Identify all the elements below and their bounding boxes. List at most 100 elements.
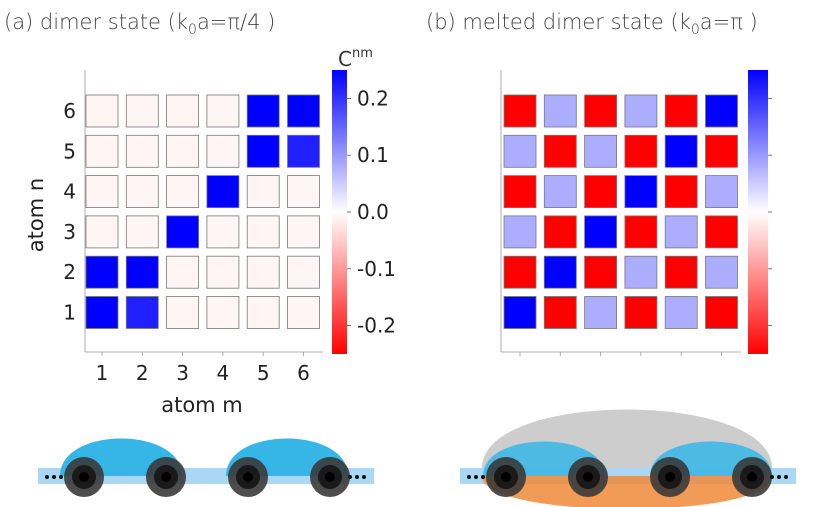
atom-nucleus — [501, 472, 511, 482]
heatmap-cell-n4-m2 — [543, 175, 577, 209]
panel-b-title: (b) melted dimer state (k0a=π ) — [426, 10, 758, 38]
heatmap-cell-n6-m1 — [85, 94, 119, 128]
heatmap-cell-n3-m1 — [85, 215, 119, 249]
heatmap-a-ylabel: atom n — [24, 178, 48, 252]
heatmap-cell-n5-m4 — [206, 134, 240, 168]
colorbar-tick-label: 0.2 — [357, 86, 389, 110]
heatmap-cell-n5-m1 — [85, 134, 119, 168]
chain-dot — [362, 475, 366, 479]
heatmap-cell-n3-m5 — [246, 215, 280, 249]
heatmap-cell-n6-m5 — [664, 94, 698, 128]
heatmap-cell-n2-m5 — [246, 255, 280, 289]
atom-nucleus — [747, 472, 757, 482]
heatmap-cell-n1-m5 — [246, 296, 280, 329]
chain-dot — [355, 475, 359, 479]
x-tick-label: 6 — [297, 361, 310, 385]
y-tick-label: 4 — [63, 180, 76, 204]
heatmap-cell-n5-m5 — [246, 134, 280, 168]
heatmap-cell-n6-m3 — [584, 94, 617, 128]
colorbar-tick-label: 0.1 — [357, 143, 389, 167]
colorbar-b-ticks — [768, 98, 772, 327]
atom-nucleus — [665, 472, 675, 482]
heatmap-cell-n2-m3 — [166, 255, 200, 289]
colorbar-a-ticks: 0.2 0.1 0.0 -0.1 -0.2 — [347, 86, 396, 338]
heatmap-cell-n1-m4 — [206, 296, 240, 329]
heatmap-cell-n4-m2 — [125, 175, 159, 209]
x-tick-label: 1 — [96, 361, 109, 385]
heatmap-cell-n5-m6 — [705, 134, 738, 168]
atom-nucleus — [325, 472, 335, 482]
heatmap-a-yticks: 1 2 3 4 5 6 — [63, 99, 76, 325]
heatmap-cell-n6-m3 — [166, 94, 200, 128]
heatmap-cell-n3-m3 — [166, 215, 200, 249]
heatmap-b-axes — [500, 70, 741, 353]
heatmap-cell-n2-m6 — [705, 255, 738, 289]
dimer-chain-a — [38, 438, 374, 497]
heatmap-cell-n5-m3 — [166, 134, 200, 168]
heatmap-cell-n1-m2 — [125, 296, 159, 329]
heatmap-cell-n5-m5 — [664, 134, 698, 168]
heatmap-cell-n2-m4 — [624, 255, 658, 289]
chain-dot — [348, 475, 352, 479]
heatmap-cell-n1-m4 — [624, 296, 658, 329]
heatmap-cell-n2-m6 — [287, 255, 320, 289]
y-tick-label: 5 — [63, 139, 76, 163]
atom-nucleus — [79, 472, 89, 482]
heatmap-cell-n1-m5 — [664, 296, 698, 329]
chain-dot — [59, 475, 63, 479]
chain-dot — [481, 475, 485, 479]
heatmap-cell-n5-m3 — [584, 134, 617, 168]
atoms-b — [486, 457, 772, 497]
heatmap-cell-n2-m1 — [85, 255, 119, 289]
heatmap-cell-n5-m1 — [503, 134, 537, 168]
chain-dots-b — [467, 475, 788, 479]
heatmap-cell-n3-m5 — [664, 215, 698, 249]
heatmap-a-axes — [84, 70, 323, 353]
colorbar-tick-label: -0.1 — [357, 257, 396, 281]
heatmap-cell-n4-m6 — [705, 175, 738, 209]
heatmap-cell-n1-m6 — [705, 296, 738, 329]
heatmap-cell-n4-m6 — [287, 175, 320, 209]
chain-dot — [784, 475, 788, 479]
melted-dimer-chain-b — [460, 409, 796, 507]
heatmap-cell-n3-m3 — [584, 215, 617, 249]
heatmap-cell-n2-m2 — [125, 255, 159, 289]
heatmap-b-xticks — [519, 352, 722, 356]
heatmap-cell-n6-m6 — [705, 94, 738, 128]
heatmap-cell-n5-m2 — [125, 134, 159, 168]
chain-dot — [777, 475, 781, 479]
colorbar-tick-label: -0.2 — [357, 314, 396, 338]
heatmap-cell-n4-m1 — [85, 175, 119, 209]
heatmap-cell-n5-m6 — [287, 134, 320, 168]
heatmap-cell-n1-m3 — [584, 296, 617, 329]
heatmap-cell-n2-m5 — [664, 255, 698, 289]
chain-dot — [770, 475, 774, 479]
y-tick-label: 6 — [63, 99, 76, 123]
heatmap-cell-n3-m2 — [125, 215, 159, 249]
heatmap-cell-n3-m1 — [503, 215, 537, 249]
atoms-a — [64, 457, 350, 497]
heatmap-a-xlabel: atom m — [161, 393, 243, 417]
heatmap-cell-n6-m5 — [246, 94, 280, 128]
heatmap-cell-n1-m3 — [166, 296, 200, 329]
heatmap-cell-n4-m5 — [664, 175, 698, 209]
atom-nucleus — [583, 472, 593, 482]
heatmap-cell-n2-m1 — [503, 255, 537, 289]
heatmap-cell-n5-m4 — [624, 134, 658, 168]
heatmap-cell-n1-m1 — [85, 296, 119, 329]
heatmap-cell-n1-m2 — [543, 296, 577, 329]
y-tick-label: 2 — [63, 260, 76, 284]
heatmap-cell-n4-m4 — [624, 175, 658, 209]
atom-nucleus — [161, 472, 171, 482]
heatmap-cell-n6-m4 — [206, 94, 240, 128]
melted-bond-orange — [482, 476, 772, 507]
chain-dot — [52, 475, 56, 479]
heatmap-cell-n6-m1 — [503, 94, 537, 128]
chain-dot — [45, 475, 49, 479]
heatmap-cell-n6-m2 — [125, 94, 159, 128]
heatmap-cell-n2-m4 — [206, 255, 240, 289]
x-tick-label: 4 — [217, 361, 230, 385]
heatmap-cell-n3-m2 — [543, 215, 577, 249]
heatmap-cell-n2-m3 — [584, 255, 617, 289]
